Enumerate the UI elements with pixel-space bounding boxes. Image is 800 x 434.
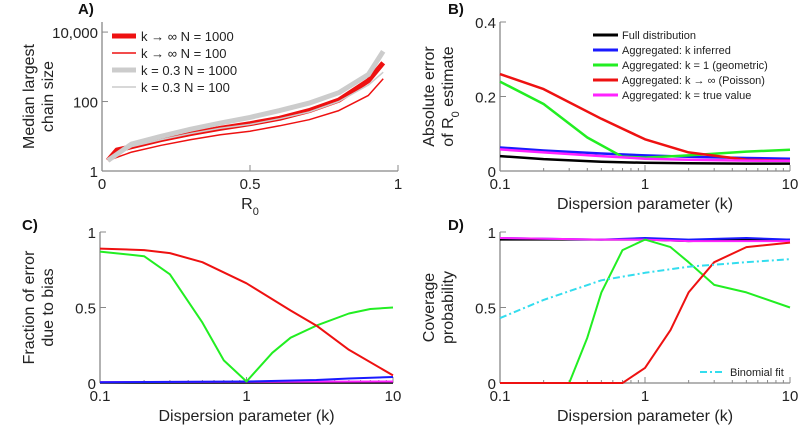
x-tick-label: 1 [641,176,649,193]
y-tick-label: 0 [88,376,96,393]
x-axis-label: Dispersion parameter (k) [557,196,733,213]
legend-label: k = 0.3 N = 1000 [141,63,237,78]
series-line [99,247,394,377]
panel-label: A) [78,1,94,18]
x-axis-label: R0 [241,196,259,218]
x-tick-label: 10 [782,388,799,405]
y-axis-label: Absolute error [421,46,438,147]
legend-label: Binomial fit [730,367,784,379]
panel-A: 0 0.5 1 1 100 10,000 R0 Median largest chain siz… [21,1,402,218]
x-tick-label: 0.1 [490,388,511,405]
legend-label: k → ∞ N = 1000 [141,29,234,44]
x-tick-label: 10 [385,388,402,405]
x-tick-label: 0.1 [490,176,511,193]
series-line [500,241,791,384]
x-tick-label: 0.1 [90,388,111,405]
series-line [106,49,386,163]
y-tick-label: 1 [88,225,96,242]
x-axis-label: Dispersion parameter (k) [158,408,334,425]
legend-label: Aggregated: k = true value [622,90,751,102]
y-axis-label-tail: estimate [440,46,457,111]
x-tick-label: 0 [98,176,106,193]
panel-label: B) [448,1,464,18]
legend-label: k → ∞ N = 100 [141,46,227,61]
series-line [499,72,791,162]
y-tick-label: 0 [488,376,496,393]
x-tick-label: 0.5 [240,176,261,193]
panel-label: C) [22,217,38,234]
x-tick-label: 10 [782,176,799,193]
x-axis-label-subscript: 0 [253,206,259,218]
series-line [107,71,384,162]
panel-C: 0.1 1 10 0 0.5 1 Dispersion parameter (k) Fract… [21,217,401,425]
x-tick-label: 1 [242,388,250,405]
x-tick-label: 1 [394,176,402,193]
x-tick-label: 1 [641,388,649,405]
panel-D: 0.1 1 10 0 0.5 1 Dispersion parameter (k) Cover… [421,217,798,425]
series-line [499,146,791,160]
y-axis-label: Coverage [421,273,438,342]
y-axis-label: due to bias [40,268,57,346]
y-tick-label: 0.2 [475,90,496,107]
panel-label: D) [448,217,464,234]
x-axis-label: Dispersion parameter (k) [557,408,733,425]
y-axis-label: Median largest [21,43,38,149]
series-line [99,376,394,384]
panel-B: 0.1 1 10 0 0.2 0.4 Dispersion parameter (k) Abs… [421,1,798,213]
y-tick-label: 0 [488,164,496,181]
series-line [499,237,790,243]
y-axis-label: Fraction of error [21,250,38,364]
series-line [499,154,790,165]
series-line [500,238,791,384]
legend-label: Full distribution [622,30,696,42]
series-line [107,78,384,162]
legend-label: Aggregated: k inferred [622,45,731,57]
series-line [499,148,791,163]
y-axis-label: probability [440,271,457,344]
y-tick-label: 10,000 [52,25,98,42]
legend-label: k = 0.3 N = 100 [141,80,230,95]
legend-label: Aggregated: k → ∞ (Poisson) [622,75,765,87]
y-tick-label: 1 [90,164,98,181]
y-tick-label: 0.4 [475,15,496,32]
y-tick-label: 0.5 [475,301,496,318]
y-axis-label-subscript: 0 [450,111,462,117]
y-axis-label: of R0 estimate [440,46,462,146]
series-line [99,250,394,383]
y-axis-label: chain size [40,61,57,132]
y-tick-label: 1 [488,225,496,242]
y-tick-label: 0.5 [75,301,96,318]
series-line [499,258,791,320]
y-tick-label: 100 [73,95,98,112]
legend-label: Aggregated: k = 1 (geometric) [622,60,768,72]
